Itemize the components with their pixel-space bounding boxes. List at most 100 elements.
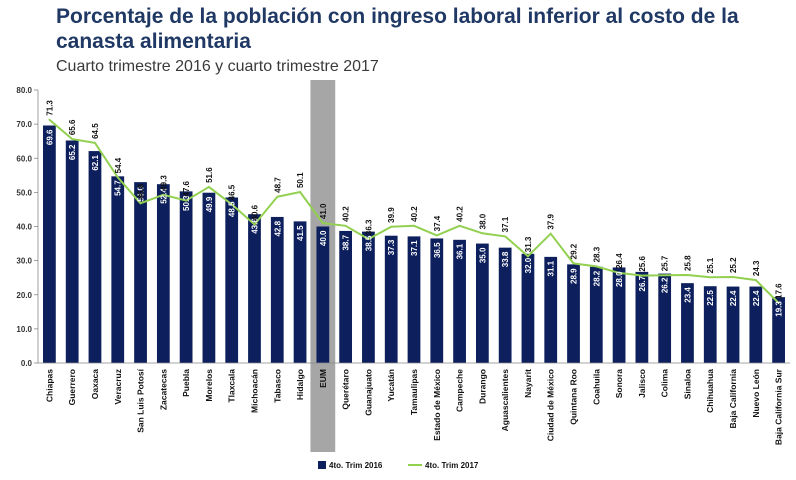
bar-value-label: 40.0 [319, 230, 328, 246]
bar-value-label: 28.9 [570, 268, 579, 284]
x-category-label: Tabasco [272, 369, 282, 403]
y-tick-label: 0.0 [21, 359, 33, 368]
bar-2016 [339, 230, 353, 363]
bar-value-label: 69.6 [45, 129, 54, 145]
x-category-label: Ciudad de México [546, 369, 556, 441]
bar-2016 [65, 140, 79, 363]
bar-2016 [43, 125, 56, 364]
line-point-2017 [48, 118, 51, 121]
x-category-label: Michoacán [249, 369, 259, 413]
line-point-2017 [595, 265, 598, 268]
bar-2016 [248, 214, 261, 363]
bar-2016 [225, 197, 239, 363]
bar-2016 [475, 243, 489, 363]
x-category-label: Veracruz [113, 369, 123, 404]
line-value-label: 49.3 [159, 175, 168, 191]
bar-value-label: 38.7 [342, 234, 351, 250]
line-point-2017 [413, 224, 415, 227]
line-point-2017 [504, 235, 507, 238]
line-value-label: 48.7 [273, 177, 282, 193]
x-category-label: Puebla [181, 369, 191, 397]
bar-2016 [362, 231, 375, 363]
x-category-label: Quintana Roo [569, 369, 579, 425]
bar-value-label: 36.5 [433, 242, 442, 258]
line-value-label: 26.4 [615, 253, 624, 269]
line-point-2017 [367, 238, 370, 241]
bar-value-label: 22.4 [729, 290, 738, 306]
x-category-label: Jalisco [637, 369, 647, 398]
line-value-label: 36.3 [364, 219, 373, 235]
line-value-label: 37.9 [547, 214, 556, 230]
x-category-label: Chiapas [44, 369, 54, 402]
bar-value-label: 37.1 [410, 240, 419, 256]
x-category-label: Campeche [455, 369, 465, 412]
x-category-label: Guerrero [67, 369, 77, 405]
line-point-2017 [94, 141, 96, 144]
line-point-2017 [663, 274, 666, 277]
bar-value-label: 32.0 [524, 257, 533, 273]
line-point-2017 [481, 232, 484, 235]
bar-value-label: 52.4 [159, 188, 168, 204]
legend-swatch-2016 [318, 461, 326, 469]
x-category-label: San Luis Potosí [136, 368, 146, 432]
bar-value-label: 31.1 [547, 260, 556, 276]
bar-2016 [521, 253, 535, 363]
bar-value-label: 22.4 [752, 290, 761, 306]
line-point-2017 [618, 272, 620, 274]
y-tick-label: 50.0 [16, 188, 32, 197]
x-category-label: Nayarit [523, 369, 533, 398]
line-point-2017 [208, 186, 210, 188]
line-value-label: 46.8 [137, 183, 146, 199]
line-point-2017 [139, 202, 142, 205]
line-point-2017 [549, 232, 552, 235]
x-category-label: Aguascalientes [500, 369, 510, 432]
line-point-2017 [185, 199, 188, 202]
line-value-label: 40.2 [342, 206, 351, 222]
bar-2016 [430, 238, 444, 363]
line-value-label: 31.3 [524, 236, 533, 252]
bar-2016 [270, 216, 284, 363]
x-category-label: Morelos [204, 369, 214, 402]
line-value-label: 17.6 [775, 283, 784, 299]
x-category-label: Hidalgo [295, 369, 305, 400]
line-value-label: 37.4 [433, 215, 442, 231]
line-point-2017 [299, 191, 301, 193]
x-category-label: Baja California Sur [774, 368, 784, 445]
x-category-label: Nuevo León [751, 369, 761, 418]
bar-value-label: 53.0 [137, 186, 146, 202]
line-value-label: 40.6 [250, 204, 259, 220]
line-point-2017 [458, 224, 461, 227]
x-category-label: Tlaxcala [227, 369, 237, 403]
line-point-2017 [709, 276, 712, 279]
y-tick-label: 40.0 [16, 223, 32, 232]
bar-value-label: 48.5 [228, 201, 237, 217]
line-point-2017 [344, 224, 347, 227]
line-point-2017 [640, 274, 643, 277]
line-point-2017 [116, 176, 119, 179]
line-value-label: 28.3 [592, 246, 601, 262]
bar-value-label: 22.5 [706, 290, 715, 306]
line-point-2017 [230, 203, 233, 206]
x-category-label: Baja California [728, 369, 738, 429]
bar-2016 [658, 273, 672, 363]
bar-value-label: 35.0 [478, 247, 487, 263]
bar-value-label: 41.5 [296, 225, 305, 241]
line-value-label: 71.3 [45, 100, 54, 116]
bar-2016 [635, 271, 649, 363]
bar-2016 [88, 151, 102, 363]
x-category-label: Yucatán [386, 369, 396, 402]
line-point-2017 [162, 193, 165, 196]
line-point-2017 [732, 276, 734, 278]
bar-value-label: 33.8 [501, 251, 510, 267]
bar-2016 [202, 192, 216, 363]
bar-2016 [156, 184, 170, 363]
bar-value-label: 50.3 [182, 195, 191, 211]
bar-2016 [453, 239, 466, 363]
bar-2016 [567, 264, 580, 363]
line-value-label: 40.2 [456, 206, 465, 222]
y-tick-label: 30.0 [16, 257, 32, 266]
line-value-label: 41.0 [319, 203, 328, 219]
line-point-2017 [435, 234, 438, 237]
line-value-label: 37.1 [501, 216, 510, 232]
bar-2016 [316, 226, 330, 363]
